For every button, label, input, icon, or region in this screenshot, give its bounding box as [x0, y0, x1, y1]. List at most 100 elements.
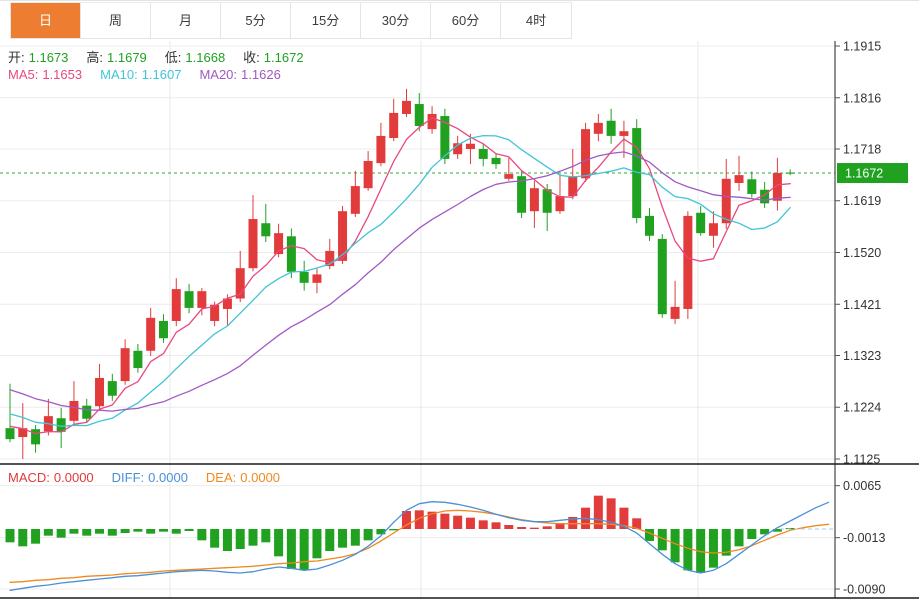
last-price-badge — [837, 163, 908, 184]
candle-body — [414, 104, 424, 126]
tab-4hour[interactable]: 4时 — [501, 3, 571, 38]
candle-body — [478, 148, 488, 159]
candle-body — [619, 131, 629, 136]
candle-body — [325, 250, 335, 267]
tab-day[interactable]: 日 — [11, 3, 81, 38]
candle-body — [120, 348, 130, 382]
grid-layer — [0, 41, 835, 598]
candle-body — [389, 112, 399, 139]
macd-bar — [210, 529, 220, 548]
macd-bar — [619, 507, 629, 529]
candle-body — [670, 306, 680, 319]
tab-15min[interactable]: 15分 — [291, 3, 361, 38]
macd-bar — [146, 529, 156, 534]
interval-tabbar: 日周月 5分 15分 30分 60分 4时 — [0, 1, 919, 39]
price-axis-label: 1.1915 — [843, 40, 881, 54]
macd-bar — [491, 522, 501, 529]
price-axis-label: 1.1224 — [843, 401, 881, 415]
candle-body — [350, 186, 360, 214]
macd-bar — [363, 529, 373, 541]
candle-body — [734, 175, 744, 183]
macd-bar — [414, 510, 424, 529]
candle-body — [248, 219, 258, 269]
candle-body — [606, 120, 616, 136]
ma5-line — [9, 117, 791, 435]
candlestick-chart[interactable]: 1.1915 1.1816 1.1718 1.1619 1.1520 1.1421 1.13… — [0, 39, 919, 601]
macd-bar — [158, 529, 168, 532]
candle-body — [235, 268, 245, 299]
candle-body — [286, 236, 296, 272]
macd-bar — [325, 529, 335, 551]
candle-body — [184, 291, 194, 308]
price-axis-label: 1.1125 — [843, 453, 880, 467]
candle-body — [427, 113, 437, 130]
candle-body — [593, 122, 603, 134]
macd-bar — [286, 529, 296, 569]
candle-body — [56, 418, 66, 432]
candle-body — [568, 176, 578, 197]
macd-bar — [427, 511, 437, 529]
macd-bar — [645, 529, 654, 541]
macd-bar — [696, 529, 706, 573]
candle-body — [721, 178, 731, 224]
price-axis-label: 1.1619 — [843, 194, 881, 208]
macd-bar — [478, 520, 488, 529]
macd-bar — [401, 511, 411, 529]
macd-bar — [31, 529, 41, 544]
candle-body — [785, 172, 795, 174]
interval-tabstrip: 日周月 5分 15分 30分 60分 4时 — [10, 2, 572, 39]
price-axis-label: 1.1323 — [843, 349, 881, 363]
macd-bar — [555, 523, 565, 529]
tab-5min[interactable]: 5分 — [221, 3, 291, 38]
macd-bar — [760, 529, 770, 535]
macd-bar — [376, 529, 386, 535]
macd-bar — [171, 529, 181, 534]
candle-body — [760, 189, 770, 204]
tab-month[interactable]: 月 — [151, 3, 221, 38]
macd-bar — [107, 529, 117, 536]
macd-bar — [721, 529, 731, 556]
candle-body — [683, 215, 693, 309]
macd-bar — [299, 529, 309, 571]
candle-body — [555, 196, 565, 212]
tab-30min[interactable]: 30分 — [361, 3, 431, 38]
macd-bar — [632, 518, 642, 529]
macd-bar — [133, 529, 143, 532]
price-axis-label: 1.1520 — [843, 246, 881, 260]
last-price-badge-text: 1.1672 — [845, 167, 883, 181]
macd-bar — [772, 529, 782, 532]
tab-60min[interactable]: 60分 — [431, 3, 501, 38]
macd-bar — [465, 517, 475, 529]
candle-body — [338, 211, 348, 261]
macd-bar — [82, 529, 92, 536]
macd-bar — [222, 529, 232, 551]
macd-bar — [95, 529, 105, 534]
macd-axis-label: -0.0013 — [843, 531, 885, 545]
candle-body — [632, 128, 642, 218]
macd-bar — [197, 529, 207, 541]
macd-bar — [5, 529, 15, 543]
candle-body — [133, 350, 143, 369]
macd-layer — [5, 495, 835, 591]
candle-body — [5, 428, 15, 440]
price-axis-label: 1.1816 — [843, 91, 881, 105]
macd-bar — [529, 527, 539, 529]
candle-body — [312, 274, 322, 283]
macd-bar — [517, 527, 527, 529]
tab-week[interactable]: 周 — [81, 3, 151, 38]
macd-bar — [440, 513, 450, 529]
candle-body — [107, 381, 117, 396]
macd-bar — [350, 529, 360, 546]
candle-body — [95, 377, 105, 407]
candle-body — [529, 188, 539, 212]
macd-axis-label: 0.0065 — [843, 479, 881, 493]
macd-bar — [261, 529, 271, 543]
candle-body — [158, 320, 168, 339]
macd-bar — [734, 529, 744, 547]
candle-body — [18, 428, 28, 438]
candle-body — [146, 317, 156, 351]
macd-axis-label: -0.0090 — [843, 583, 885, 597]
candle-body — [299, 271, 309, 283]
candle-body — [453, 143, 463, 155]
